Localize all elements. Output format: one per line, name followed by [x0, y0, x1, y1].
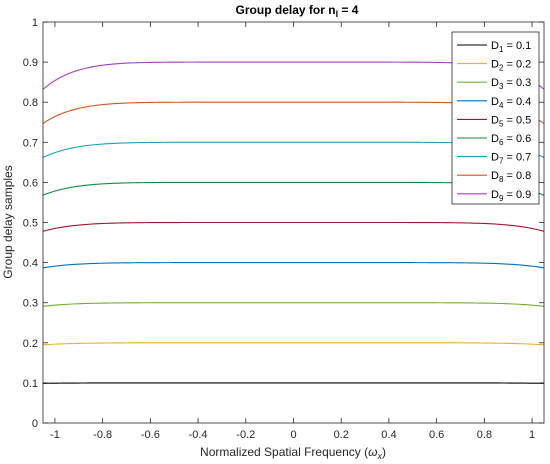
legend-label-d3: D3 = 0.3 — [491, 77, 531, 91]
x-tick-label: -0.8 — [93, 429, 112, 441]
y-axis-label: Group delay samples — [1, 165, 15, 278]
x-tick-label: 0.8 — [477, 429, 492, 441]
y-tick-label: 0.5 — [23, 218, 38, 230]
x-tick-label: 1 — [529, 429, 535, 441]
legend-label-d8: D8 = 0.8 — [491, 170, 531, 184]
x-tick-label: 0.6 — [429, 429, 444, 441]
x-tick-label: -0.4 — [189, 429, 208, 441]
x-axis-label: Normalized Spatial Frequency (ωx) — [200, 445, 386, 461]
series-line-d3 — [42, 302, 545, 307]
legend-label-d5: D5 = 0.5 — [491, 114, 531, 128]
x-tick-label: 0.2 — [334, 429, 349, 441]
legend: D1 = 0.1 D2 = 0.2 D3 = 0.3 D4 = 0.4 D5 = 0.5… — [451, 31, 540, 205]
x-tick-label: 0.4 — [381, 429, 396, 441]
x-axis-ticks: -1 -0.8 -0.6 -0.4 -0.2 0 0.2 0.4 0.6 0.8 1 — [50, 22, 535, 441]
x-tick-label: -0.2 — [236, 429, 255, 441]
y-tick-label: 1 — [32, 17, 38, 29]
x-tick-label: 0 — [290, 429, 296, 441]
y-tick-label: 0.6 — [23, 177, 38, 189]
y-tick-label: 0 — [32, 418, 38, 430]
y-tick-label: 0.1 — [23, 378, 38, 390]
x-tick-label: -1 — [50, 429, 60, 441]
y-tick-label: 0.2 — [23, 338, 38, 350]
y-tick-label: 0.9 — [23, 57, 38, 69]
legend-label-d6: D6 = 0.6 — [491, 133, 531, 147]
legend-label-d2: D2 = 0.2 — [491, 59, 531, 73]
legend-label-d4: D4 = 0.4 — [491, 96, 531, 110]
chart-title: Group delay for nl = 4 — [236, 3, 359, 19]
series-line-d5 — [42, 221, 545, 232]
y-tick-label: 0.8 — [23, 97, 38, 109]
series-line-d4 — [42, 262, 545, 269]
y-axis-ticks: 0 0.1 0.2 0.3 0.4 0.5 0.6 0.7 0.8 0.9 1 — [23, 17, 544, 430]
legend-label-d9: D9 = 0.9 — [491, 189, 531, 203]
x-tick-label: -0.6 — [141, 429, 160, 441]
legend-label-d7: D7 = 0.7 — [491, 152, 531, 166]
y-tick-label: 0.3 — [23, 298, 38, 310]
y-tick-label: 0.4 — [23, 258, 38, 270]
y-tick-label: 0.7 — [23, 137, 38, 149]
series-line-d2 — [42, 342, 545, 346]
legend-label-d1: D1 = 0.1 — [491, 40, 531, 54]
